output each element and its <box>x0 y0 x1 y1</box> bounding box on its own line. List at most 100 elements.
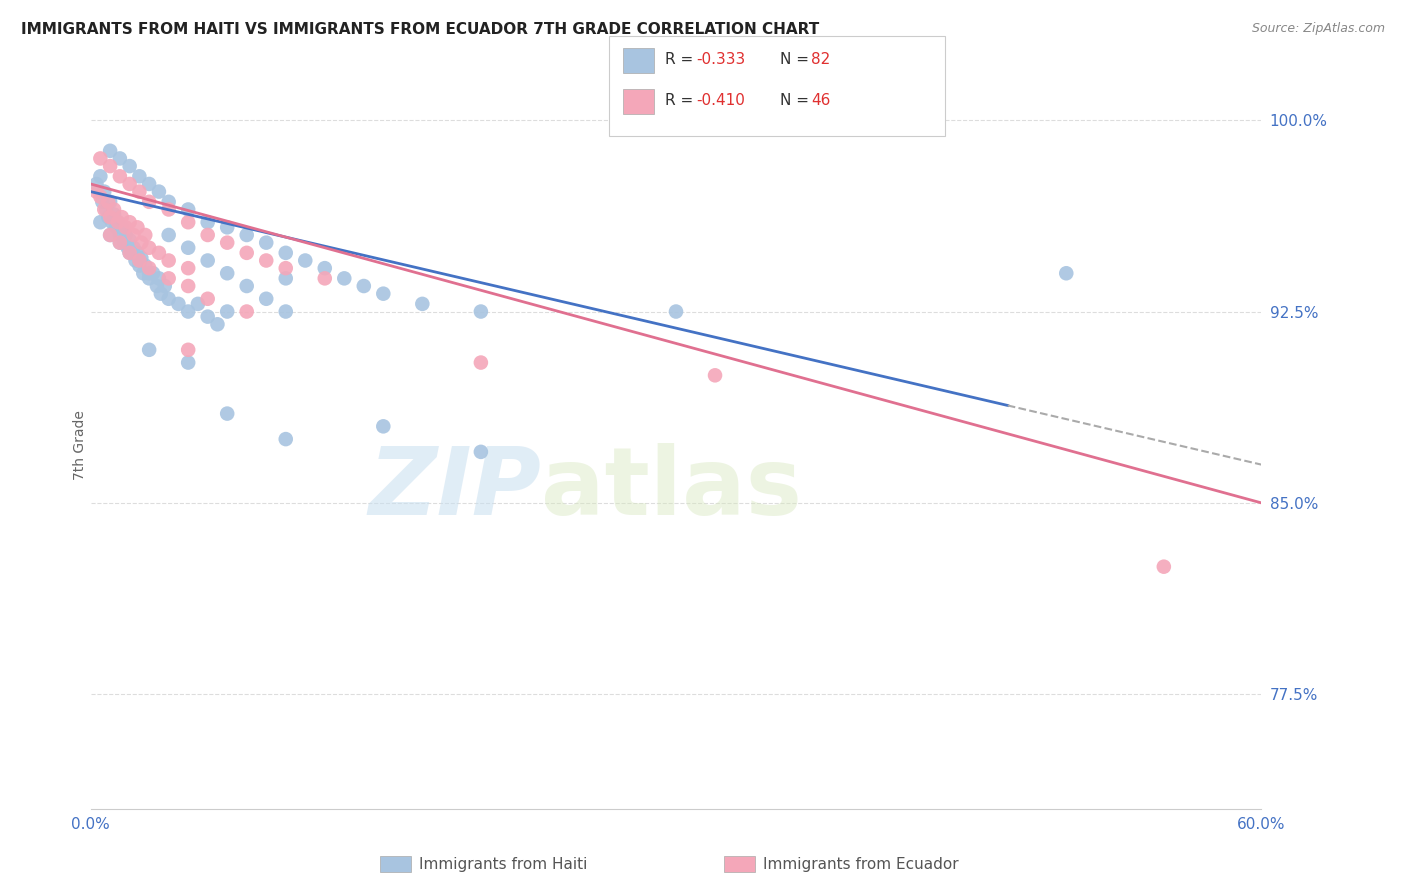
Text: atlas: atlas <box>541 443 803 535</box>
Point <box>157 253 180 268</box>
Text: R =: R = <box>665 94 699 108</box>
Point <box>108 169 131 184</box>
Point <box>118 177 141 191</box>
Point <box>98 210 121 224</box>
Point <box>177 355 200 369</box>
Point <box>128 253 150 268</box>
Point <box>122 241 145 255</box>
Point <box>98 227 121 242</box>
Point <box>93 202 115 217</box>
Point <box>128 259 150 273</box>
Point <box>89 190 111 204</box>
Point <box>470 355 492 369</box>
Point <box>333 271 356 285</box>
Point <box>142 266 165 280</box>
Point <box>134 259 156 273</box>
Y-axis label: 7th Grade: 7th Grade <box>73 410 87 481</box>
Point <box>89 215 111 229</box>
Point <box>1153 559 1175 574</box>
Point <box>177 261 200 276</box>
Point <box>86 177 108 191</box>
Point <box>111 210 134 224</box>
Point <box>274 432 297 446</box>
Point <box>127 245 149 260</box>
Text: ZIP: ZIP <box>368 443 541 535</box>
Point <box>235 304 257 318</box>
Point <box>235 279 257 293</box>
Point <box>98 159 121 173</box>
Point <box>107 215 129 229</box>
Point <box>89 152 111 166</box>
Point <box>149 286 172 301</box>
Point <box>197 215 219 229</box>
Point <box>411 297 433 311</box>
Point <box>101 215 124 229</box>
Point <box>148 185 170 199</box>
Point <box>177 279 200 293</box>
Point <box>217 220 239 235</box>
Point <box>157 194 180 209</box>
Point <box>235 227 257 242</box>
Point <box>470 304 492 318</box>
Point <box>177 215 200 229</box>
Text: N =: N = <box>780 94 814 108</box>
Point <box>108 227 131 242</box>
Point <box>197 292 219 306</box>
Point <box>157 292 180 306</box>
Point <box>121 245 143 260</box>
Text: 46: 46 <box>811 94 831 108</box>
Point <box>93 185 115 199</box>
Point <box>112 235 135 250</box>
Point <box>118 215 141 229</box>
Text: 82: 82 <box>811 53 831 67</box>
Point <box>114 227 136 242</box>
Point <box>89 169 111 184</box>
Point <box>97 194 120 209</box>
Point <box>177 343 200 357</box>
Point <box>124 253 146 268</box>
Point <box>254 235 277 250</box>
Point <box>254 292 277 306</box>
Text: Source: ZipAtlas.com: Source: ZipAtlas.com <box>1251 22 1385 36</box>
Point <box>148 245 170 260</box>
Point <box>118 245 141 260</box>
Point <box>118 159 141 173</box>
Point <box>274 304 297 318</box>
Point <box>117 241 139 255</box>
Point <box>107 215 129 229</box>
Point <box>217 304 239 318</box>
Point <box>177 304 200 318</box>
Point <box>114 220 136 235</box>
Point <box>157 271 180 285</box>
Point <box>131 235 153 250</box>
Point <box>470 445 492 459</box>
Point <box>167 297 190 311</box>
Point <box>138 194 160 209</box>
Point <box>138 271 160 285</box>
Point <box>138 177 160 191</box>
Point <box>127 220 149 235</box>
Point <box>146 279 169 293</box>
Point <box>138 261 160 276</box>
Point <box>98 194 121 209</box>
Point <box>118 245 141 260</box>
Point <box>138 241 160 255</box>
Point <box>187 297 209 311</box>
Point <box>111 220 134 235</box>
Point <box>131 251 153 265</box>
Point <box>314 261 336 276</box>
Point <box>373 286 395 301</box>
Point <box>157 202 180 217</box>
Point <box>138 266 160 280</box>
Point <box>665 304 688 318</box>
Point <box>96 202 118 217</box>
Point <box>103 208 125 222</box>
Text: R =: R = <box>665 53 699 67</box>
Point <box>132 266 155 280</box>
Point <box>197 253 219 268</box>
Text: -0.333: -0.333 <box>696 53 745 67</box>
Point <box>104 220 127 235</box>
Point <box>108 235 131 250</box>
Point <box>197 310 219 324</box>
Point <box>157 227 180 242</box>
